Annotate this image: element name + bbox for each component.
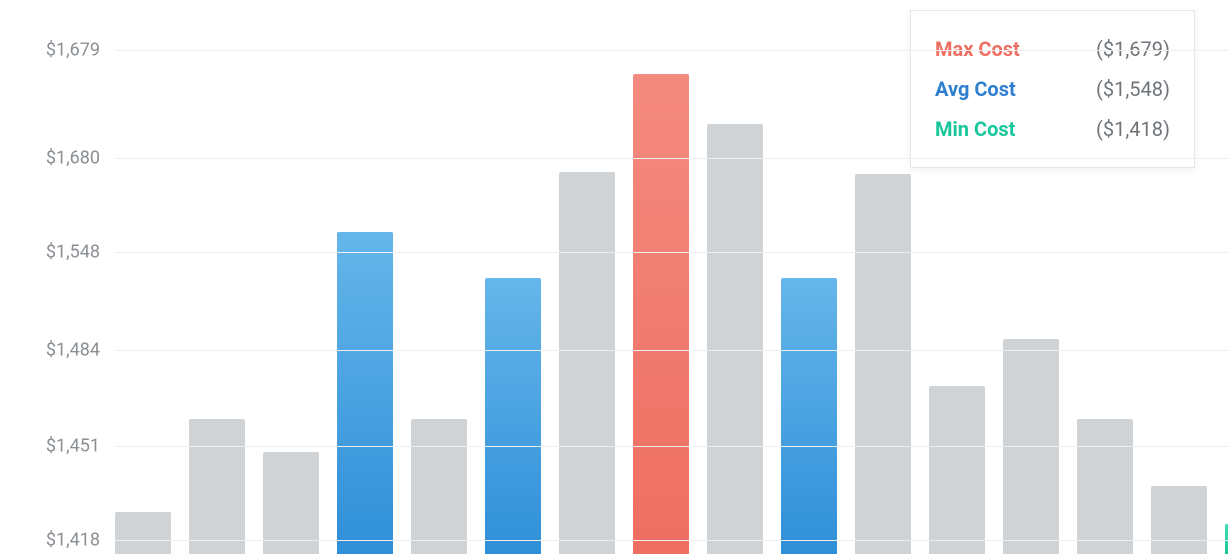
bar [337,232,393,554]
bar [1077,419,1133,554]
bar [411,419,467,554]
legend-value: ($1,679) [1096,37,1170,61]
bar [263,452,319,554]
gridline [115,158,1228,159]
legend-box: Max Cost ($1,679) Avg Cost ($1,548) Min Cost… [910,10,1195,168]
gridline [115,350,1228,351]
bar [855,174,911,554]
legend-value: ($1,548) [1096,77,1170,101]
legend-row: Min Cost ($1,418) [935,109,1170,149]
legend-label: Min Cost [935,117,1015,141]
cost-bar-chart: $1,679 $1,680 $1,548 $1,484 $1,451 $1,418 Max… [0,0,1228,554]
y-tick-label: $1,418 [46,530,100,551]
y-tick-label: $1,548 [46,242,100,263]
gridline [115,540,1228,541]
legend-label: Max Cost [935,37,1020,61]
gridline [115,50,1228,51]
legend-label: Avg Cost [935,77,1016,101]
legend-value: ($1,418) [1096,117,1170,141]
y-tick-label: $1,679 [46,40,100,61]
bar [781,278,837,554]
y-tick-label: $1,451 [46,436,100,457]
legend-row: Avg Cost ($1,548) [935,69,1170,109]
gridline [115,446,1228,447]
bar [707,124,763,554]
y-axis: $1,679 $1,680 $1,548 $1,484 $1,451 $1,418 [0,0,110,554]
bar [189,419,245,554]
bar [559,172,615,554]
y-tick-label: $1,484 [46,340,100,361]
y-tick-label: $1,680 [46,148,100,169]
bar [929,386,985,554]
gridline [115,252,1228,253]
bar [1151,486,1207,554]
bar [485,278,541,554]
legend-row: Max Cost ($1,679) [935,29,1170,69]
bar [633,74,689,554]
bar [115,512,171,554]
